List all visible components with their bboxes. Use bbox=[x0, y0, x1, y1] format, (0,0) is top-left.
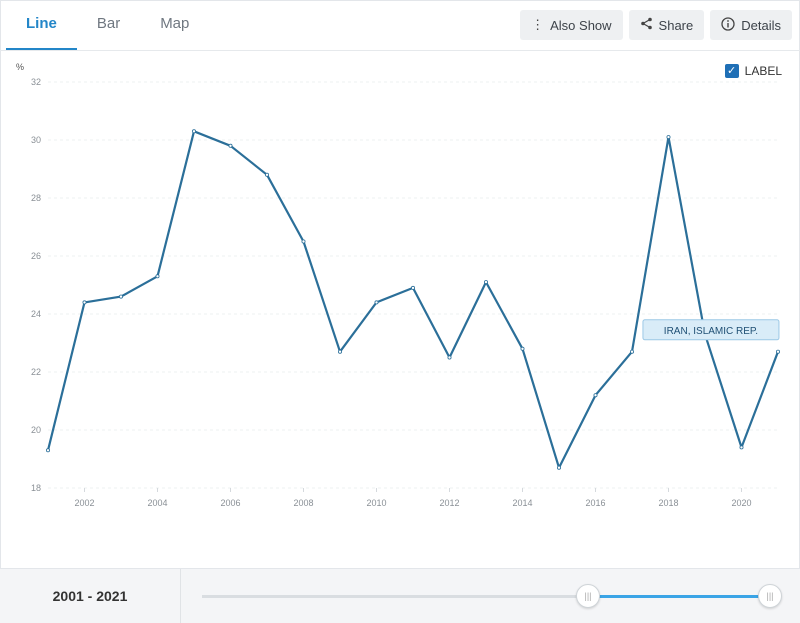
details-label: Details bbox=[741, 17, 781, 33]
tab-map[interactable]: Map bbox=[160, 15, 190, 32]
y-tick-label: 20 bbox=[31, 425, 41, 435]
x-tick-label: 2020 bbox=[731, 498, 751, 508]
share-label: Share bbox=[658, 17, 694, 33]
series-label-box bbox=[642, 319, 780, 341]
range-selection bbox=[588, 595, 770, 598]
data-point bbox=[119, 294, 124, 299]
tab-bar[interactable]: Bar bbox=[96, 15, 121, 32]
line-chart: 18 20 22 24 26 28 30 32% 2002 2004 2006 2008 2010 201… bbox=[16, 62, 781, 508]
data-point bbox=[155, 274, 160, 279]
more-vertical-icon: ⋮ bbox=[531, 17, 545, 32]
toolbar: ⋮ Also Show Share Details bbox=[520, 10, 792, 40]
checkbox-checked-icon[interactable]: ✓ bbox=[724, 64, 739, 78]
also-show-button[interactable]: ⋮ Also Show bbox=[520, 10, 623, 40]
view-tabs: Line Bar Map bbox=[6, 0, 209, 50]
data-point bbox=[46, 448, 51, 453]
data-point bbox=[191, 129, 196, 134]
series-label: IRAN, ISLAMIC REP. bbox=[664, 326, 758, 337]
time-range-bar: 2001 - 2021 ||| ||| bbox=[0, 568, 800, 623]
range-end-handle[interactable]: ||| bbox=[758, 584, 782, 608]
y-tick-label: 30 bbox=[31, 135, 41, 145]
x-tick-label: 2016 bbox=[585, 498, 605, 508]
range-track[interactable] bbox=[202, 595, 770, 598]
data-point bbox=[666, 135, 671, 140]
info-icon bbox=[721, 16, 735, 34]
share-icon bbox=[640, 17, 653, 33]
y-tick-label: 18 bbox=[31, 483, 41, 493]
y-tick-label: 24 bbox=[31, 309, 41, 319]
x-tick-label: 2004 bbox=[147, 498, 167, 508]
y-axis-unit: % bbox=[16, 62, 24, 72]
data-point bbox=[264, 172, 269, 177]
data-point bbox=[374, 300, 379, 305]
data-point bbox=[593, 393, 598, 398]
data-point bbox=[776, 349, 781, 354]
data-point bbox=[301, 239, 306, 244]
range-label: 2001 - 2021 bbox=[0, 569, 181, 623]
y-tick-label: 26 bbox=[31, 251, 41, 261]
data-point bbox=[82, 300, 87, 305]
data-point bbox=[228, 143, 233, 148]
data-point bbox=[739, 445, 744, 450]
tab-line[interactable]: Line bbox=[6, 0, 77, 50]
x-tick-label: 2014 bbox=[512, 498, 532, 508]
x-tick-label: 2010 bbox=[366, 498, 386, 508]
details-button[interactable]: Details bbox=[710, 10, 792, 40]
y-tick-label: 28 bbox=[31, 193, 41, 203]
data-point bbox=[557, 465, 562, 470]
data-point bbox=[483, 280, 488, 285]
x-tick-label: 2002 bbox=[74, 498, 94, 508]
label-toggle-text: LABEL bbox=[744, 64, 782, 78]
tab-divider bbox=[0, 50, 800, 51]
data-point bbox=[337, 349, 342, 354]
x-tick-label: 2018 bbox=[658, 498, 678, 508]
x-tick-label: 2012 bbox=[439, 498, 459, 508]
label-toggle[interactable]: ✓ LABEL bbox=[724, 64, 782, 78]
share-button[interactable]: Share bbox=[628, 10, 705, 40]
y-tick-label: 22 bbox=[31, 367, 41, 377]
data-point bbox=[447, 355, 452, 360]
also-show-label: Also Show bbox=[550, 17, 612, 33]
data-point bbox=[520, 346, 525, 351]
range-start-handle[interactable]: ||| bbox=[576, 584, 600, 608]
x-tick-label: 2006 bbox=[220, 498, 240, 508]
series-line bbox=[46, 130, 780, 469]
y-tick-label: 32 bbox=[31, 77, 41, 87]
data-point bbox=[630, 349, 635, 354]
x-tick-label: 2008 bbox=[293, 498, 313, 508]
data-point bbox=[410, 285, 415, 290]
